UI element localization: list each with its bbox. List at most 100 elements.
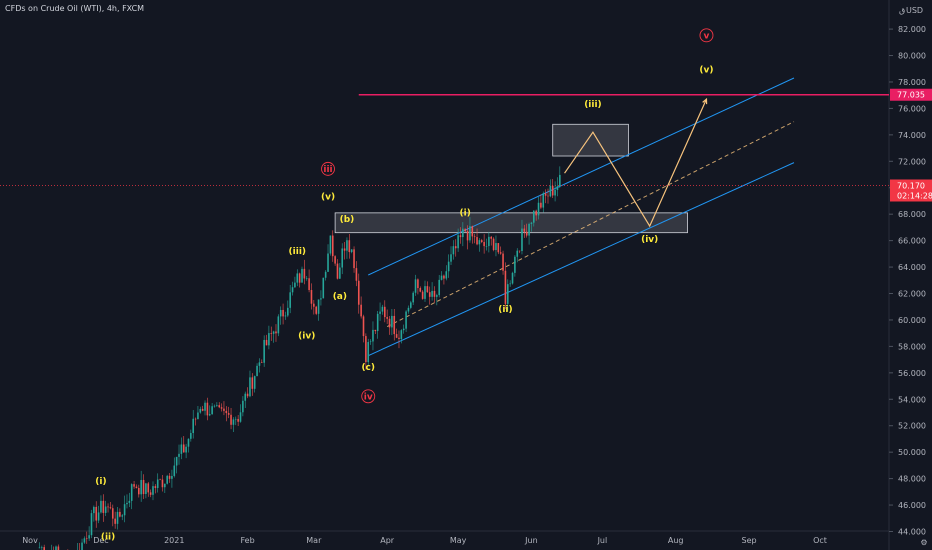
candle-body bbox=[85, 538, 88, 539]
candle-body bbox=[452, 246, 455, 255]
candle-body bbox=[339, 267, 341, 279]
candle-body bbox=[190, 433, 192, 439]
candle-body bbox=[511, 272, 514, 284]
candle-body bbox=[230, 414, 232, 425]
candle-body bbox=[410, 302, 412, 308]
candle-body bbox=[315, 306, 317, 314]
candle-body bbox=[518, 250, 521, 252]
projection-path[interactable] bbox=[564, 98, 708, 228]
candle-body bbox=[305, 278, 308, 279]
candle-body bbox=[149, 492, 152, 495]
wave-circle bbox=[361, 389, 376, 404]
channel-lower-line[interactable] bbox=[368, 162, 795, 357]
supply-zone[interactable] bbox=[552, 123, 629, 157]
candle-body bbox=[421, 291, 424, 299]
candle-body bbox=[102, 500, 105, 513]
candle-body bbox=[379, 311, 381, 314]
candle-body bbox=[499, 252, 502, 254]
candle-body bbox=[201, 408, 204, 411]
supply-zone[interactable] bbox=[334, 212, 688, 234]
candle-body bbox=[400, 330, 403, 339]
candle-body bbox=[495, 243, 497, 251]
candle-body bbox=[544, 193, 547, 196]
candle-body bbox=[485, 246, 488, 247]
current-price-tag-text: 70.170 bbox=[897, 181, 925, 190]
channel-upper-line[interactable] bbox=[368, 77, 795, 276]
candle-body bbox=[97, 512, 100, 521]
candle-body bbox=[469, 226, 471, 241]
candle-body bbox=[320, 298, 322, 300]
candle-body bbox=[554, 189, 556, 196]
candle-body bbox=[341, 248, 344, 268]
candle-body bbox=[287, 307, 289, 316]
candle-body bbox=[521, 228, 523, 252]
candle-body bbox=[192, 418, 195, 434]
candle-body bbox=[211, 406, 213, 415]
candle-body bbox=[173, 465, 176, 476]
time-tick-label: Aug bbox=[668, 536, 684, 545]
candle-body bbox=[417, 279, 419, 289]
candle-body bbox=[268, 333, 270, 346]
candle-body bbox=[483, 242, 485, 247]
candle-body bbox=[310, 290, 313, 304]
channel-middle-line[interactable] bbox=[386, 121, 795, 328]
candle-body bbox=[232, 419, 235, 425]
candle-body bbox=[83, 538, 86, 543]
candle-body bbox=[393, 315, 396, 335]
candle-body bbox=[360, 304, 362, 317]
candle-body bbox=[331, 235, 334, 257]
price-tick-label: 60.000 bbox=[898, 316, 926, 325]
candle-body bbox=[161, 479, 164, 488]
wave-label: (v) bbox=[699, 66, 713, 76]
candle-body bbox=[166, 475, 168, 484]
candle-body bbox=[282, 309, 284, 317]
candle-body bbox=[284, 315, 287, 317]
candle-body bbox=[350, 249, 353, 253]
candle-body bbox=[402, 328, 405, 331]
price-tick-label: 56.000 bbox=[898, 369, 926, 378]
candle-body bbox=[374, 329, 377, 332]
price-tick-label: 44.000 bbox=[898, 527, 926, 536]
price-tick-label: 72.000 bbox=[898, 157, 926, 166]
candle-body bbox=[289, 292, 291, 308]
candle-body bbox=[93, 506, 95, 514]
candle-body bbox=[317, 299, 320, 314]
candle-body bbox=[549, 185, 552, 197]
candle-body bbox=[551, 185, 554, 196]
candle-body bbox=[114, 518, 116, 524]
candle-body bbox=[119, 511, 121, 517]
candle-body bbox=[218, 405, 221, 408]
candle-body bbox=[414, 279, 417, 293]
wave-label: (b) bbox=[340, 215, 355, 225]
wave-label: (i) bbox=[95, 477, 106, 487]
candle-body bbox=[533, 210, 535, 223]
time-tick-label: Jun bbox=[524, 536, 538, 545]
price-tick-label: 74.000 bbox=[898, 131, 926, 140]
candle-body bbox=[443, 275, 445, 279]
price-tick-label: 66.000 bbox=[898, 237, 926, 246]
wave-label: (i) bbox=[460, 209, 471, 219]
candle-body bbox=[194, 418, 197, 420]
candle-body bbox=[355, 268, 358, 281]
candle-body bbox=[133, 484, 135, 487]
candle-body bbox=[476, 237, 478, 245]
wave-label-circle: iv bbox=[364, 392, 373, 402]
candle-body bbox=[433, 290, 436, 297]
candle-body bbox=[57, 546, 60, 550]
candle-body bbox=[178, 453, 180, 457]
candle-body bbox=[462, 228, 464, 238]
candle-body bbox=[185, 446, 187, 453]
wave-label: (iv) bbox=[641, 235, 658, 245]
candle-body bbox=[182, 444, 185, 453]
candle-body bbox=[447, 261, 450, 272]
price-tick-label: 46.000 bbox=[898, 501, 926, 510]
candle-body bbox=[199, 408, 202, 413]
candle-body bbox=[227, 413, 230, 415]
resistance-price-tag bbox=[890, 88, 932, 101]
current-price-tag-text: 02:14:28 bbox=[897, 191, 932, 200]
candle-body bbox=[353, 249, 355, 269]
candle-body bbox=[147, 483, 150, 493]
candle-body bbox=[492, 238, 495, 251]
candle-body bbox=[348, 240, 351, 253]
